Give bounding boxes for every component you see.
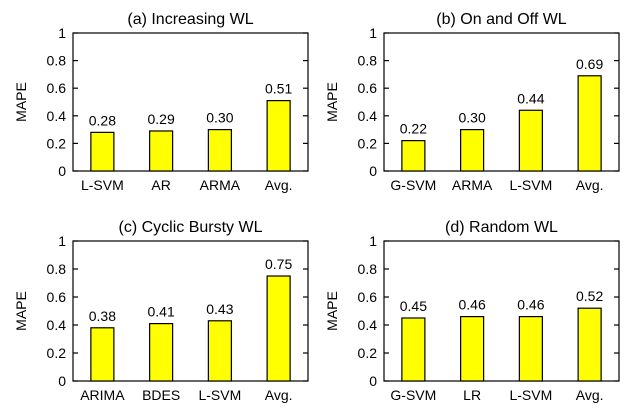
- panel-2-xtick-label-1: G-SVM: [390, 177, 436, 193]
- panel-1-xtick-label-1: L-SVM: [81, 177, 124, 193]
- panel-3-ytick-label: 0.4: [47, 317, 67, 333]
- panel-4-xtick-label-4: Avg.: [576, 387, 604, 403]
- panel-4-ytick-label: 0.8: [358, 261, 378, 277]
- panel-4-data-label-1: 0.45: [400, 298, 427, 314]
- panel-4-bar-3: [518, 316, 543, 382]
- panel-2-bar-4: [577, 75, 602, 172]
- panel-1-ytick-label: 0.6: [47, 80, 67, 96]
- panel-3-ytick-label: 0.6: [47, 289, 67, 305]
- panel-4-data-label-3: 0.46: [517, 297, 544, 313]
- panel-3-xtick-label-1: ARIMA: [80, 387, 125, 403]
- panel-4-bar-1: [401, 317, 426, 382]
- panel-3-data-label-1: 0.38: [89, 308, 116, 324]
- panel-1-ytick-label: 0.4: [47, 108, 67, 124]
- panel-2-xtick-label-2: ARMA: [452, 177, 493, 193]
- panel-3-xtick-label-4: Avg.: [265, 387, 293, 403]
- panel-1-data-label-2: 0.29: [148, 111, 175, 127]
- panel-2-bar-3: [518, 109, 543, 172]
- panel-4-xtick-label-3: L-SVM: [509, 387, 552, 403]
- panel-2-xtick-label-4: Avg.: [576, 177, 604, 193]
- panel-3-data-label-2: 0.41: [148, 304, 175, 320]
- panel-1-bar-4: [266, 100, 291, 172]
- panel-2-ytick-label: 1: [369, 25, 377, 41]
- panel-2-bar-1: [401, 140, 426, 172]
- panel-3-data-label-4: 0.75: [265, 256, 292, 272]
- panel-3-ytick-label: 0.2: [47, 345, 67, 361]
- panel-4-data-label-2: 0.46: [459, 297, 486, 313]
- panel-3-ytick-label: 1: [58, 233, 66, 249]
- panel-3-data-label-3: 0.43: [206, 301, 233, 317]
- panel-2-data-label-4: 0.69: [576, 56, 603, 72]
- panel-1-frame: [72, 32, 309, 172]
- panel-2-data-label-3: 0.44: [517, 90, 544, 106]
- panel-1-ytick-label: 0.8: [47, 53, 67, 69]
- panel-4-bar-2: [460, 316, 485, 382]
- panel-1-bar-3: [207, 129, 232, 172]
- panel-4-ytick-label: 0.2: [358, 345, 378, 361]
- panel-1-bar-1: [90, 131, 115, 172]
- panel-4-data-label-4: 0.52: [576, 288, 603, 304]
- panel-2-ytick-label: 0: [369, 163, 377, 179]
- panel-1-xtick-label-3: ARMA: [200, 177, 241, 193]
- panel-2-data-label-1: 0.22: [400, 121, 427, 137]
- panel-1-xtick-label-4: Avg.: [265, 177, 293, 193]
- panel-2-ytick-label: 0.6: [358, 80, 378, 96]
- panel-2-ylabel: MAPE: [324, 82, 340, 122]
- panel-3-ytick-label: 0: [58, 373, 66, 389]
- panel-1-ytick-label: 0.2: [47, 135, 67, 151]
- panel-2-frame: [383, 32, 620, 172]
- panel-3-frame: [72, 240, 309, 382]
- panel-4-ytick-label: 0.6: [358, 289, 378, 305]
- panel-2-ytick-label: 0.8: [358, 53, 378, 69]
- panel-1-ytick-label: 1: [58, 25, 66, 41]
- panel-4-ytick-label: 0.4: [358, 317, 378, 333]
- panel-2-xtick-label-3: L-SVM: [509, 177, 552, 193]
- panel-4-ytick-label: 1: [369, 233, 377, 249]
- panel-4-xtick-label-1: G-SVM: [390, 387, 436, 403]
- panel-1-data-label-1: 0.28: [89, 112, 116, 128]
- panel-3-bar-4: [266, 275, 291, 382]
- panel-1-data-label-4: 0.51: [265, 81, 292, 97]
- panel-3-title: (c) Cyclic Bursty WL: [119, 219, 263, 236]
- panel-3-ytick-label: 0.8: [47, 261, 67, 277]
- panel-1-ytick-label: 0: [58, 163, 66, 179]
- panel-2-data-label-2: 0.30: [459, 110, 486, 126]
- panel-3-xtick-label-3: L-SVM: [198, 387, 241, 403]
- panel-4-ytick-label: 0: [369, 373, 377, 389]
- panel-3-ylabel: MAPE: [13, 291, 29, 331]
- panel-3-bar-2: [149, 323, 174, 382]
- panel-4-frame: [383, 240, 620, 382]
- panel-1-bar-2: [149, 130, 174, 172]
- panel-3-bar-1: [90, 327, 115, 382]
- panel-2-ytick-label: 0.2: [358, 135, 378, 151]
- panel-4-xtick-label-2: LR: [463, 387, 481, 403]
- panel-3-bar-3: [207, 320, 232, 382]
- panel-2-ytick-label: 0.4: [358, 108, 378, 124]
- panel-1-data-label-3: 0.30: [206, 110, 233, 126]
- panel-4-ylabel: MAPE: [324, 291, 340, 331]
- panel-4-bar-4: [577, 307, 602, 382]
- panel-4-title: (d) Random WL: [445, 219, 558, 236]
- panel-2-bar-2: [460, 129, 485, 172]
- panel-2-title: (b) On and Off WL: [436, 11, 567, 28]
- panel-3-xtick-label-2: BDES: [142, 387, 180, 403]
- panel-1-title: (a) Increasing WL: [127, 11, 253, 28]
- panel-1-xtick-label-2: AR: [151, 177, 170, 193]
- panel-1-ylabel: MAPE: [13, 82, 29, 122]
